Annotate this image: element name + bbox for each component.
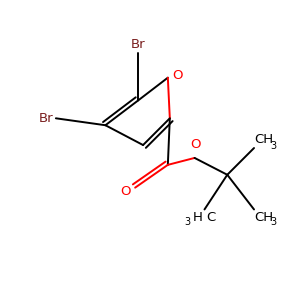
Text: 3: 3 xyxy=(184,218,190,227)
Text: O: O xyxy=(190,138,201,151)
Text: CH: CH xyxy=(254,133,273,146)
Text: Br: Br xyxy=(38,112,53,125)
Text: O: O xyxy=(172,69,182,82)
Text: 3: 3 xyxy=(270,141,276,151)
Text: CH: CH xyxy=(254,212,273,224)
Text: C: C xyxy=(206,212,216,224)
Text: 3: 3 xyxy=(270,218,276,227)
Text: H: H xyxy=(193,212,202,224)
Text: Br: Br xyxy=(131,38,146,51)
Text: O: O xyxy=(121,185,131,198)
